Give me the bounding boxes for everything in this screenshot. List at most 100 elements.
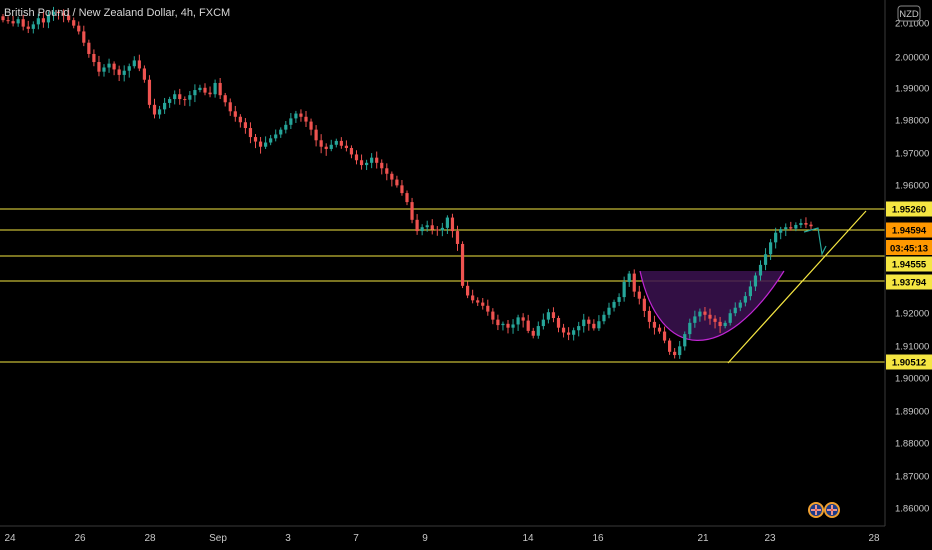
- currency-badge-label: NZD: [899, 9, 919, 20]
- candle-body: [577, 326, 581, 331]
- candle-body: [319, 140, 323, 147]
- candle-body: [758, 264, 763, 276]
- candle-body: [36, 18, 40, 25]
- candle-body: [637, 291, 641, 299]
- candle-body: [784, 227, 788, 230]
- candle-body: [471, 295, 475, 301]
- candle-body: [304, 116, 308, 122]
- time-tick-label: 9: [422, 533, 428, 544]
- time-tick-label: 16: [592, 533, 604, 544]
- candle-body: [774, 232, 778, 243]
- candle-body: [26, 26, 30, 29]
- candle-body: [11, 21, 15, 24]
- candle-body: [713, 318, 717, 322]
- candle-body: [31, 24, 35, 29]
- candle-body: [264, 142, 268, 147]
- currency-badge[interactable]: NZD: [897, 5, 921, 22]
- projection-path[interactable]: [803, 227, 827, 256]
- candle-body: [809, 224, 813, 227]
- candle-body: [67, 15, 71, 21]
- candle-body: [385, 168, 389, 174]
- time-tick-label: 23: [764, 533, 776, 544]
- candle-body: [799, 223, 803, 225]
- candle-body: [339, 140, 343, 146]
- candle-body: [410, 202, 414, 220]
- candle-body: [769, 242, 773, 255]
- candle-body: [693, 316, 697, 323]
- candle-body: [380, 162, 384, 169]
- time-tick-label: 7: [353, 533, 359, 544]
- candle-body: [743, 296, 747, 303]
- candle-body: [198, 87, 202, 91]
- candle-body: [592, 323, 596, 329]
- time-tick-label: 3: [285, 533, 291, 544]
- candle-body: [132, 60, 136, 67]
- candle-body: [698, 311, 702, 317]
- nz-flag-icon[interactable]: [824, 502, 840, 518]
- price-tick-label: 1.88000: [895, 439, 929, 450]
- rising-trendline[interactable]: [727, 210, 867, 364]
- candle-body: [77, 25, 81, 32]
- candle-body: [572, 330, 576, 335]
- candle-body: [344, 145, 348, 149]
- price-tick-label: 1.92000: [895, 309, 929, 320]
- uk-flag-icon[interactable]: [808, 502, 824, 518]
- candle-body: [753, 275, 758, 287]
- candle-body: [733, 307, 737, 314]
- candle-body: [668, 340, 672, 352]
- candle-body: [607, 307, 611, 315]
- candle-body: [208, 92, 212, 95]
- price-level-value: 1.95260: [892, 205, 926, 216]
- candle-body: [390, 173, 394, 180]
- candle-body: [779, 229, 783, 233]
- candle-body: [794, 224, 798, 229]
- candle-body: [243, 122, 247, 129]
- candle-body: [87, 42, 91, 54]
- candle-body: [248, 128, 253, 138]
- candle-body: [299, 113, 303, 117]
- candle-body: [1, 16, 5, 21]
- candle-body: [233, 111, 237, 117]
- countdown-value: 03:45:13: [890, 244, 928, 255]
- time-tick-label: 24: [4, 533, 16, 544]
- price-tick-label: 2.01000: [895, 19, 929, 30]
- candle-body: [496, 319, 500, 326]
- candle-body: [46, 14, 51, 23]
- candle-body: [405, 193, 409, 203]
- candle-body: [92, 53, 96, 63]
- candle-body: [455, 231, 460, 244]
- candle-body: [561, 327, 566, 333]
- candle-body: [763, 254, 768, 265]
- candle-body: [642, 298, 646, 311]
- candle-body: [526, 320, 530, 331]
- candle-body: [582, 319, 586, 327]
- candle-body: [708, 314, 712, 319]
- candle-body: [218, 82, 222, 96]
- candle-body: [531, 330, 535, 336]
- candle-body: [683, 334, 687, 347]
- candle-body: [370, 157, 374, 163]
- price-level-value: 1.90512: [892, 358, 926, 369]
- candle-body: [193, 90, 197, 96]
- candle-body: [521, 317, 525, 321]
- candle-body: [501, 323, 505, 326]
- candle-body: [541, 319, 545, 327]
- candle-body: [279, 129, 283, 135]
- candle-body: [486, 305, 490, 312]
- candle-body: [728, 313, 732, 323]
- candle-body: [238, 116, 242, 123]
- flag-icons[interactable]: [808, 502, 840, 518]
- time-axis-panel[interactable]: [0, 526, 885, 550]
- candle-body: [435, 229, 439, 231]
- candle-body: [476, 300, 480, 303]
- candle-body: [556, 318, 561, 328]
- price-tick-label: 1.96000: [895, 181, 929, 192]
- time-tick-label: 14: [522, 533, 534, 544]
- candle-body: [334, 140, 338, 145]
- price-tick-label: 1.99000: [895, 84, 929, 95]
- candle-body: [440, 227, 444, 231]
- candle-body: [738, 302, 742, 308]
- candle-body: [430, 225, 434, 230]
